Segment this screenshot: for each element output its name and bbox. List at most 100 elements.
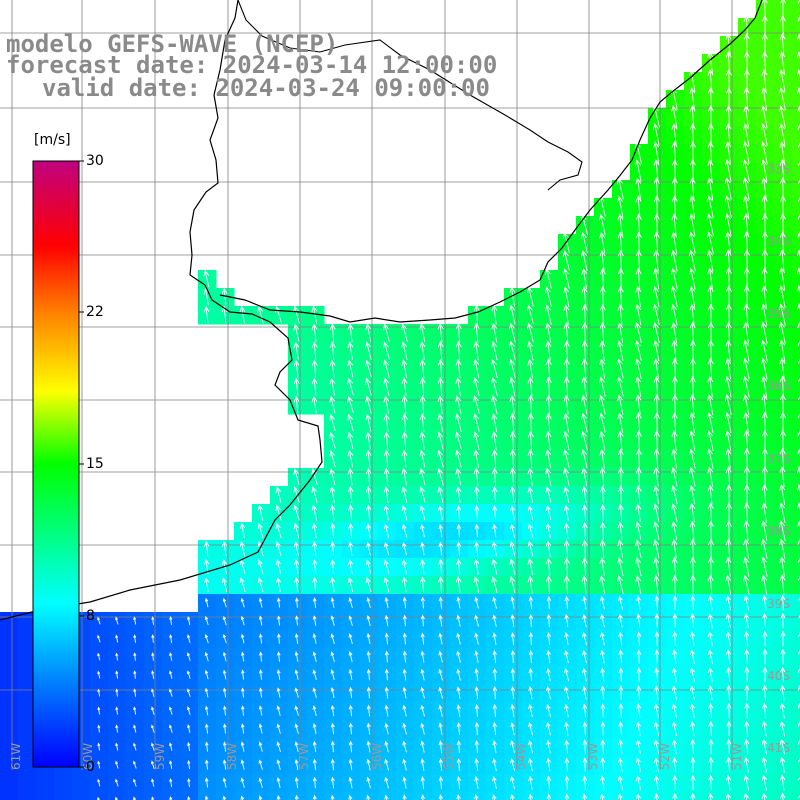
- wind-arrow: [653, 195, 660, 218]
- wind-arrow: [491, 467, 498, 486]
- wind-arrow: [581, 322, 588, 343]
- wind-arrow: [743, 792, 749, 800]
- wind-arrow: [563, 304, 570, 325]
- wind-speed-cell: [0, 738, 19, 757]
- wind-arrow: [671, 703, 678, 718]
- wind-speed-cell: [792, 432, 800, 451]
- wind-arrow: [204, 687, 209, 698]
- wind-arrow: [797, 339, 800, 346]
- wind-arrow: [474, 721, 480, 736]
- wind-arrow: [707, 51, 714, 74]
- wind-arrow: [761, 393, 768, 416]
- wind-arrow: [599, 231, 606, 254]
- wind-arrow: [707, 140, 714, 165]
- wind-arrow: [797, 358, 800, 364]
- wind-arrow: [707, 177, 714, 200]
- wind-arrow: [707, 448, 714, 469]
- wind-arrow: [293, 341, 300, 360]
- wind-arrow: [780, 594, 786, 611]
- wind-arrow: [456, 793, 461, 800]
- wind-arrow: [508, 340, 516, 361]
- wind-arrow: [491, 304, 498, 325]
- wind-arrow: [780, 612, 786, 629]
- wind-speed-cell: [792, 216, 800, 235]
- wind-arrow: [294, 758, 299, 771]
- wind-speed-cell: [306, 792, 325, 800]
- wind-arrow: [383, 431, 390, 450]
- wind-arrow: [347, 431, 354, 450]
- wind-arrow: [761, 50, 768, 75]
- wind-speed-cell: [684, 792, 703, 800]
- wind-arrow: [725, 466, 732, 487]
- wind-arrow: [347, 449, 354, 468]
- wind-speed-cell: [792, 270, 800, 289]
- wind-arrow: [653, 357, 660, 380]
- wind-arrow: [384, 668, 389, 681]
- wind-arrow: [509, 304, 516, 325]
- wind-arrow: [510, 775, 516, 790]
- wind-arrow: [743, 538, 750, 559]
- wind-speed-cell: [0, 720, 19, 739]
- wind-arrow: [743, 303, 750, 326]
- wind-arrow: [508, 322, 516, 343]
- wind-arrow: [617, 521, 624, 540]
- wind-arrow: [492, 757, 497, 772]
- wind-arrow: [492, 739, 497, 754]
- wind-arrow: [545, 467, 552, 486]
- wind-arrow: [743, 447, 750, 470]
- wind-arrow: [761, 465, 768, 488]
- wind-arrow: [474, 596, 479, 609]
- wind-arrow: [293, 323, 300, 342]
- wind-arrow: [474, 739, 479, 754]
- wind-arrow: [420, 614, 425, 627]
- wind-arrow: [115, 670, 119, 679]
- wind-speed-cell: [18, 756, 37, 775]
- colorbar: [32, 160, 80, 768]
- wind-arrow: [492, 523, 497, 538]
- wind-arrow: [365, 576, 372, 593]
- wind-arrow: [617, 503, 624, 522]
- wind-arrow: [311, 323, 318, 342]
- wind-arrow: [222, 705, 227, 716]
- wind-arrow: [600, 775, 605, 790]
- wind-arrow: [473, 431, 480, 450]
- wind-arrow: [743, 465, 751, 488]
- wind-arrow: [598, 213, 606, 236]
- wind-arrow: [708, 702, 714, 719]
- wind-arrow: [653, 485, 660, 504]
- wind-arrow: [635, 195, 642, 218]
- wind-arrow: [688, 69, 696, 92]
- wind-arrow: [438, 740, 443, 753]
- wind-arrow: [383, 559, 390, 574]
- wind-arrow: [383, 523, 390, 538]
- wind-arrow: [706, 213, 714, 236]
- wind-arrow: [744, 648, 750, 665]
- wind-arrow: [492, 721, 497, 736]
- wind-arrow: [169, 778, 173, 787]
- wind-arrow: [348, 722, 353, 735]
- wind-arrow: [635, 358, 642, 379]
- wind-arrow: [618, 631, 623, 646]
- wind-arrow: [492, 650, 497, 663]
- wind-arrow: [725, 303, 732, 326]
- wind-arrow: [582, 595, 587, 610]
- wind-arrow: [760, 339, 768, 362]
- wind-arrow: [293, 359, 300, 378]
- wind-arrow: [276, 687, 281, 698]
- wind-arrow: [779, 720, 786, 737]
- wind-arrow: [528, 631, 534, 646]
- wind-arrow: [133, 688, 137, 697]
- wind-arrow: [402, 776, 407, 789]
- wind-arrow: [779, 738, 786, 755]
- wind-arrow: [599, 503, 606, 522]
- wind-arrow: [778, 105, 786, 128]
- wind-arrow: [474, 505, 480, 520]
- wind-arrow: [456, 758, 462, 771]
- wind-arrow: [419, 340, 426, 361]
- wind-arrow: [653, 521, 660, 540]
- wind-arrow: [635, 213, 642, 236]
- wind-arrow: [347, 395, 354, 414]
- wind-arrow: [761, 248, 768, 273]
- wind-arrow: [779, 357, 786, 380]
- wind-arrow: [347, 467, 354, 486]
